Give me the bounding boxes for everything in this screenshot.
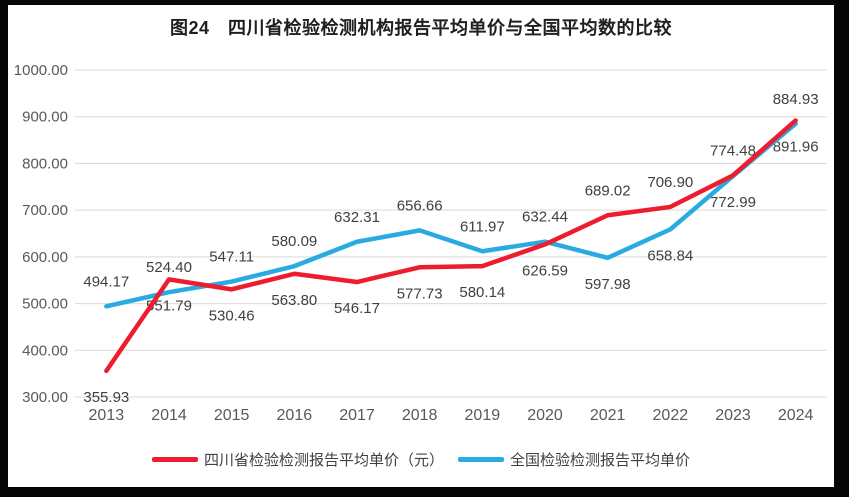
- data-label: 891.96: [773, 138, 819, 155]
- x-tick-label: 2023: [715, 407, 751, 424]
- legend-label-sichuan: 四川省检验检测报告平均单价（元）: [203, 452, 444, 469]
- data-label: 494.17: [83, 273, 129, 290]
- y-tick-label: 700.00: [22, 202, 68, 219]
- data-label: 774.48: [710, 142, 756, 159]
- data-label: 884.93: [773, 91, 819, 108]
- legend-item-national: 全国检验检测报告平均单价: [458, 449, 690, 470]
- y-tick-label: 400.00: [22, 342, 68, 359]
- line-chart-plot: 300.00 400.00 500.00 600.00 700.00 800.00 900.…: [14, 62, 827, 424]
- x-tick-label: 2018: [402, 407, 438, 424]
- x-tick-label: 2013: [89, 407, 125, 424]
- x-tick-label: 2020: [527, 407, 563, 424]
- data-label: 563.80: [271, 292, 317, 309]
- data-label: 577.73: [397, 285, 443, 302]
- x-tick-label: 2014: [151, 407, 187, 424]
- y-tick-label: 1000.00: [14, 62, 68, 79]
- x-tick-label: 2019: [465, 407, 501, 424]
- data-label: 530.46: [209, 307, 255, 324]
- data-label: 626.59: [522, 262, 568, 279]
- data-label: 706.90: [647, 174, 693, 191]
- y-tick-label: 900.00: [22, 109, 68, 126]
- data-label: 547.11: [209, 249, 254, 266]
- y-tick-label: 500.00: [22, 296, 68, 313]
- data-label: 546.17: [334, 300, 380, 317]
- series-line-sichuan: [104, 118, 798, 374]
- data-label: 551.79: [146, 297, 192, 314]
- data-label: 656.66: [397, 197, 443, 214]
- y-tick-label: 600.00: [22, 249, 68, 266]
- x-tick-label: 2017: [339, 407, 375, 424]
- legend-line-swatch-blue: [458, 457, 504, 462]
- data-label: 611.97: [460, 218, 505, 235]
- data-label: 658.84: [647, 247, 693, 264]
- x-tick-label: 2015: [214, 407, 250, 424]
- chart-canvas: 图24 四川省检验检测机构报告平均单价与全国平均数的比较 300.00 400.0…: [8, 5, 834, 487]
- x-tick-label: 2021: [590, 407, 626, 424]
- data-label: 580.09: [271, 233, 317, 250]
- legend-item-sichuan: 四川省检验检测报告平均单价（元）: [151, 449, 444, 470]
- x-tick-label: 2022: [653, 407, 689, 424]
- data-label: 597.98: [585, 276, 631, 293]
- legend-label-national: 全国检验检测报告平均单价: [510, 452, 691, 469]
- series-line-national: [104, 121, 798, 309]
- chart-title: 图24 四川省检验检测机构报告平均单价与全国平均数的比较: [169, 18, 673, 38]
- legend-line-swatch-red: [151, 457, 198, 462]
- x-tick-label: 2024: [778, 407, 814, 424]
- data-label: 772.99: [710, 194, 756, 211]
- chart-legend: 四川省检验检测报告平均单价（元） 全国检验检测报告平均单价: [8, 449, 834, 470]
- y-tick-label: 300.00: [22, 389, 68, 406]
- data-label: 632.31: [334, 209, 380, 226]
- data-label: 689.02: [585, 182, 631, 199]
- data-label: 355.93: [83, 389, 129, 406]
- data-label: 632.44: [522, 209, 568, 226]
- y-tick-label: 800.00: [22, 155, 68, 172]
- data-label: 580.14: [459, 284, 505, 301]
- x-tick-label: 2016: [277, 407, 313, 424]
- data-label: 524.40: [146, 259, 192, 276]
